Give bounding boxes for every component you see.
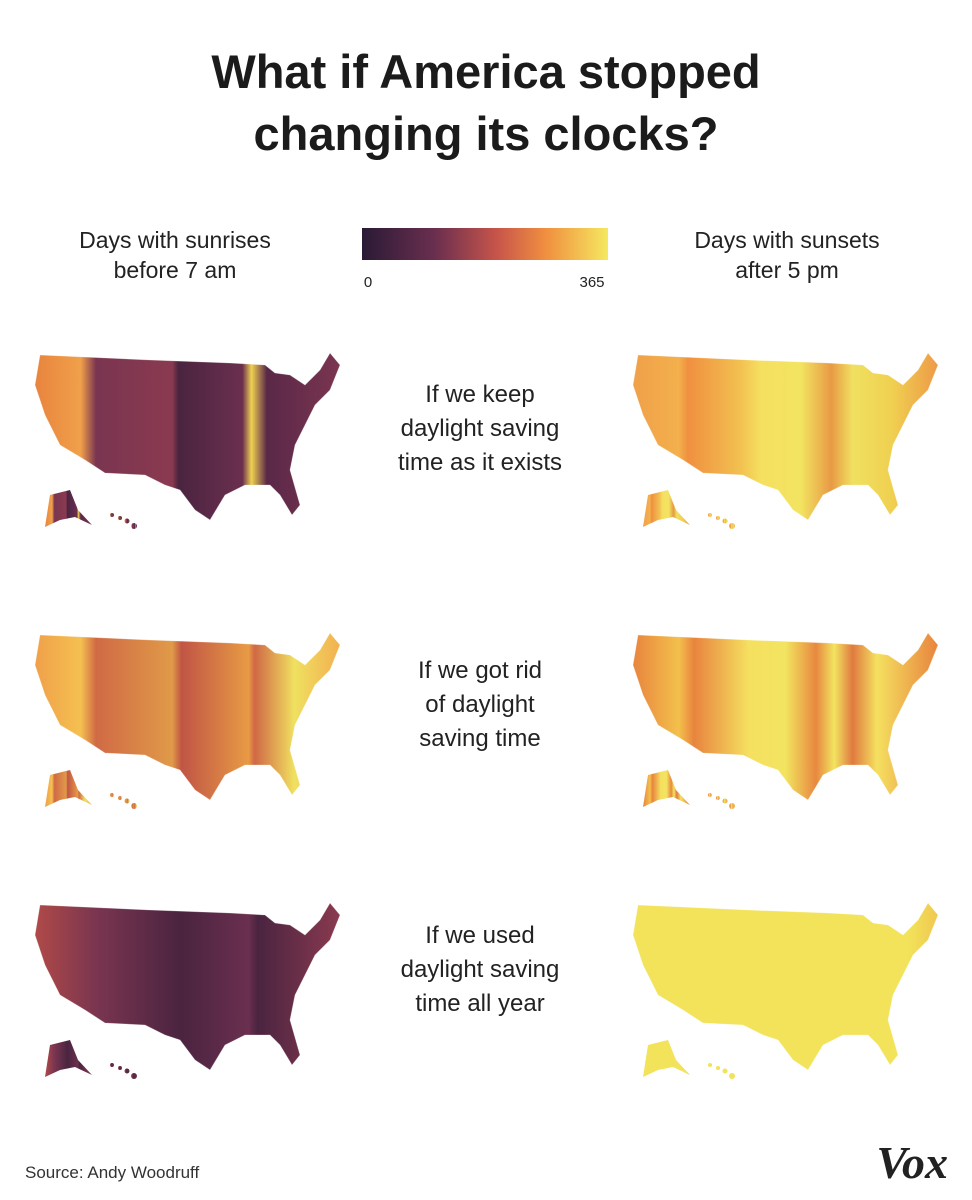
map [632, 352, 939, 530]
map [632, 902, 939, 1080]
map [632, 632, 939, 810]
caption: time all year [415, 990, 544, 1017]
map [34, 632, 341, 810]
source: Source: Andy Woodruff [25, 1163, 199, 1182]
caption: If we got rid [418, 657, 542, 684]
caption: saving time [419, 725, 540, 752]
legend-label: before 7 am [114, 257, 237, 283]
caption: daylight saving [401, 415, 560, 442]
caption: If we keep [425, 381, 534, 408]
caption: If we used [425, 922, 534, 949]
caption: of daylight [425, 691, 535, 718]
brand: Vox [876, 1137, 948, 1188]
legend-label: Days with sunrises [79, 227, 271, 253]
title: changing its clocks? [254, 107, 719, 160]
scale-min: 0 [364, 274, 372, 291]
map [34, 352, 341, 530]
caption: daylight saving [401, 956, 560, 983]
caption: time as it exists [398, 449, 562, 476]
legend-label: after 5 pm [735, 257, 839, 283]
color-scale [362, 228, 608, 260]
map [34, 902, 341, 1080]
title: What if America stopped [211, 45, 760, 98]
legend-label: Days with sunsets [694, 227, 879, 253]
scale-max: 365 [579, 274, 604, 291]
